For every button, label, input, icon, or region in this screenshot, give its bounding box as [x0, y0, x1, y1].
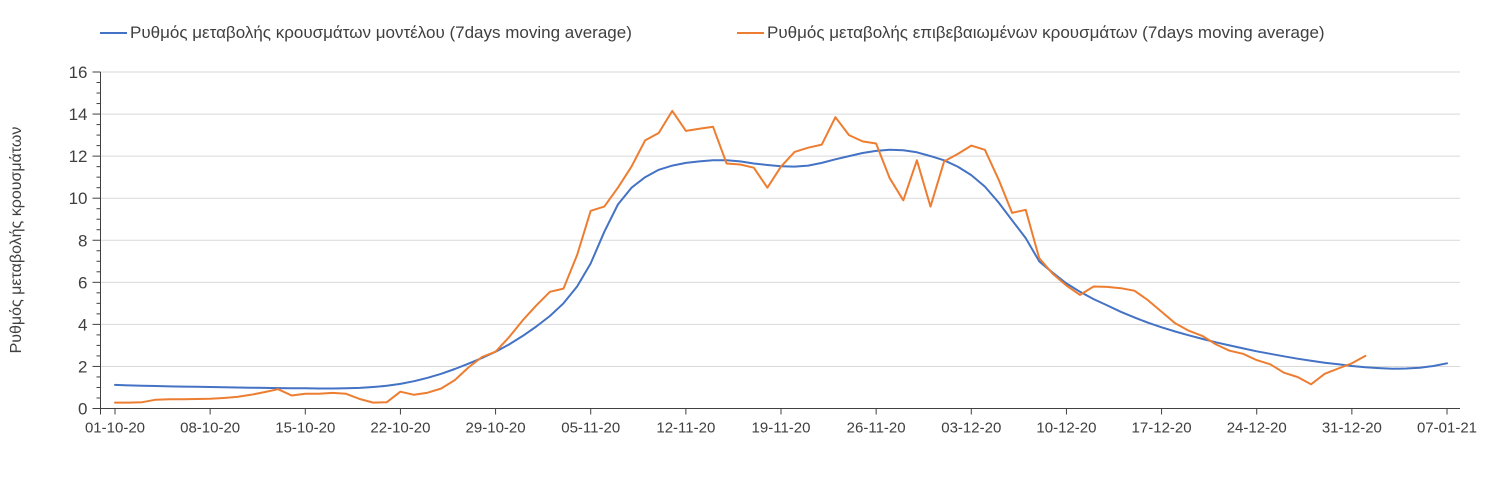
confirmed-series-line — [114, 109, 1367, 404]
x-tick-label: 08-10-20 — [180, 420, 240, 437]
y-tick-label: 6 — [78, 273, 87, 292]
confirmed-line-swatch — [737, 32, 764, 34]
y-tick-label: 0 — [78, 400, 87, 419]
x-tick-label: 03-12-20 — [941, 420, 1001, 437]
model-line-swatch — [100, 32, 127, 34]
legend-label-model: Ρυθμός μεταβολής κρουσμάτων μοντέλου (7d… — [130, 23, 632, 42]
x-tick-label: 22-10-20 — [370, 420, 430, 437]
x-tick-label: 19-11-20 — [752, 420, 811, 437]
x-tick-label: 12-11-20 — [656, 420, 715, 437]
x-tick-label: 29-10-20 — [466, 420, 526, 437]
x-tick-label: 17-12-20 — [1132, 420, 1192, 437]
x-tick-label: 10-12-20 — [1036, 420, 1096, 437]
x-tick-label: 26-11-20 — [847, 420, 906, 437]
y-tick-label: 4 — [78, 315, 87, 334]
y-tick-label: 8 — [78, 231, 87, 250]
x-tick-label: 01-10-20 — [85, 420, 145, 437]
legend-label-confirmed: Ρυθμός μεταβολής επιβεβαιωμένων κρουσμάτ… — [767, 23, 1325, 42]
y-tick-label: 14 — [69, 105, 88, 124]
y-tick-label: 16 — [69, 63, 88, 82]
legend-item-confirmed: Ρυθμός μεταβολής επιβεβαιωμένων κρουσμάτ… — [737, 23, 1325, 43]
x-tick-label: 15-10-20 — [275, 420, 335, 437]
x-tick-label: 24-12-20 — [1227, 420, 1287, 437]
legend-item-model: Ρυθμός μεταβολής κρουσμάτων μοντέλου (7d… — [100, 23, 632, 43]
y-tick-label: 12 — [69, 147, 88, 166]
x-tick-label: 31-12-20 — [1322, 420, 1382, 437]
model-series-line — [114, 148, 1448, 390]
y-tick-label: 10 — [69, 189, 88, 208]
x-tick-label: 07-01-21 — [1417, 420, 1477, 437]
y-tick-label: 2 — [78, 357, 87, 376]
x-tick-label: 05-11-20 — [561, 420, 620, 437]
